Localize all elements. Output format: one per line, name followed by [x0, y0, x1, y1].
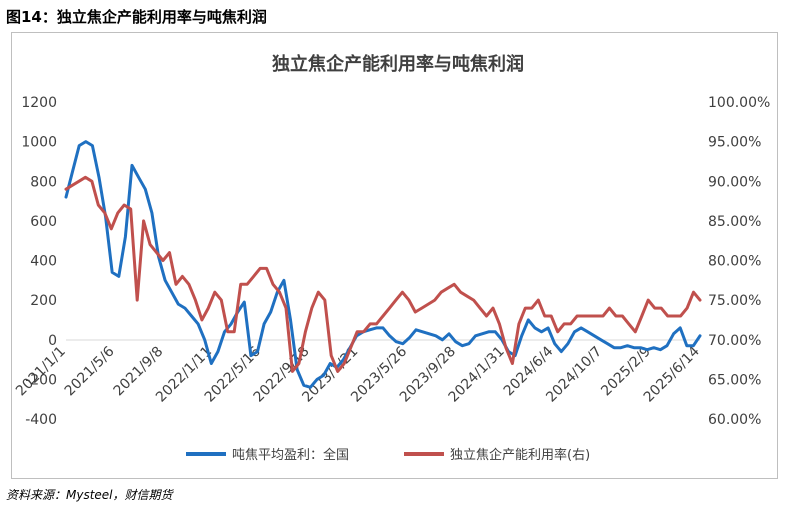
y-left-tick-label: 1000: [21, 135, 57, 151]
y-left-tick-label: -200: [25, 372, 57, 388]
y-right-tick-label: 100.00%: [708, 95, 770, 111]
y-left-tick-label: -400: [25, 412, 57, 428]
x-tick-label: 2021/1/1: [13, 344, 69, 400]
y-left-tick-label: 400: [30, 254, 57, 270]
y-left-tick-label: 0: [48, 333, 57, 349]
chart-frame: [11, 32, 778, 479]
y-right-tick-label: 65.00%: [708, 372, 761, 388]
y-left-tick-label: 1200: [21, 95, 57, 111]
y-left-tick-label: 800: [30, 174, 57, 190]
chart-title: 独立焦企产能利用率与吨焦利润: [272, 53, 524, 75]
source-note: 资料来源：Mysteel，财信期货: [6, 488, 173, 502]
legend-label-utilization: 独立焦企产能利用率(右): [450, 447, 590, 463]
x-tick-label: 2021/5/6: [62, 343, 118, 399]
legend-label-profit: 吨焦平均盈利：全国: [232, 447, 349, 463]
y-right-tick-label: 85.00%: [708, 214, 761, 230]
y-right-tick-label: 80.00%: [708, 254, 761, 270]
series-line-profit: [64, 140, 702, 389]
y-right-tick-label: 60.00%: [708, 412, 761, 428]
y-right-tick-label: 95.00%: [708, 135, 761, 151]
legend: 吨焦平均盈利：全国 独立焦企产能利用率(右): [186, 447, 590, 463]
y-right-tick-label: 75.00%: [708, 293, 761, 309]
figure-label: 图14：独立焦企产能利用率与吨焦利润: [6, 8, 267, 26]
y-right-tick-label: 70.00%: [708, 333, 761, 349]
y-right-tick-label: 90.00%: [708, 174, 761, 190]
y-left-tick-label: 200: [30, 293, 57, 309]
series-line-utilization: [64, 175, 702, 373]
y-left-tick-label: 600: [30, 214, 57, 230]
